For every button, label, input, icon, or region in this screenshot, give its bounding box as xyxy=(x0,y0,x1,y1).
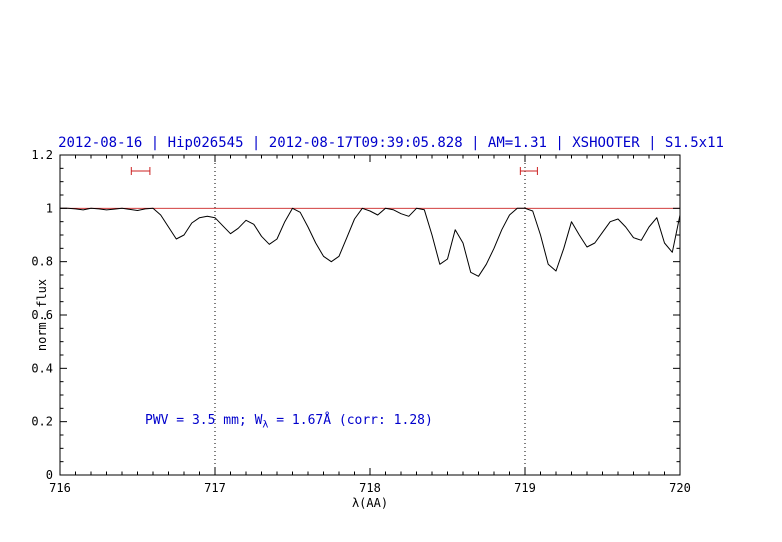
y-tick-label: 1 xyxy=(46,201,53,215)
y-tick-label: 0.8 xyxy=(31,255,53,269)
x-tick-label: 716 xyxy=(49,481,71,495)
y-tick-label: 0.2 xyxy=(31,415,53,429)
pwv-annotation-text-tail: = 1.67Å (corr: 1.28) xyxy=(268,413,433,428)
y-tick-label: 0.6 xyxy=(31,308,53,322)
x-tick-label: 718 xyxy=(359,481,381,495)
pwv-annotation-subscript: λ xyxy=(262,419,269,431)
y-tick-label: 0.4 xyxy=(31,361,53,375)
pwv-annotation: PWV = 3.5 mm; Wλ = 1.67Å (corr: 1.28) xyxy=(145,413,433,431)
x-tick-label: 719 xyxy=(514,481,536,495)
pwv-annotation-text: PWV = 3.5 mm; W xyxy=(145,413,263,428)
x-tick-label: 717 xyxy=(204,481,226,495)
spectrum-line xyxy=(60,207,681,277)
x-axis-label: λ(AA) xyxy=(351,496,389,510)
y-tick-label: 1.2 xyxy=(31,148,53,162)
y-axis-label: norm. flux xyxy=(35,278,49,352)
y-tick-label: 0 xyxy=(46,468,53,482)
chart-title: 2012-08-16 | Hip026545 | 2012-08-17T09:3… xyxy=(58,135,724,151)
x-tick-label: 720 xyxy=(669,481,691,495)
